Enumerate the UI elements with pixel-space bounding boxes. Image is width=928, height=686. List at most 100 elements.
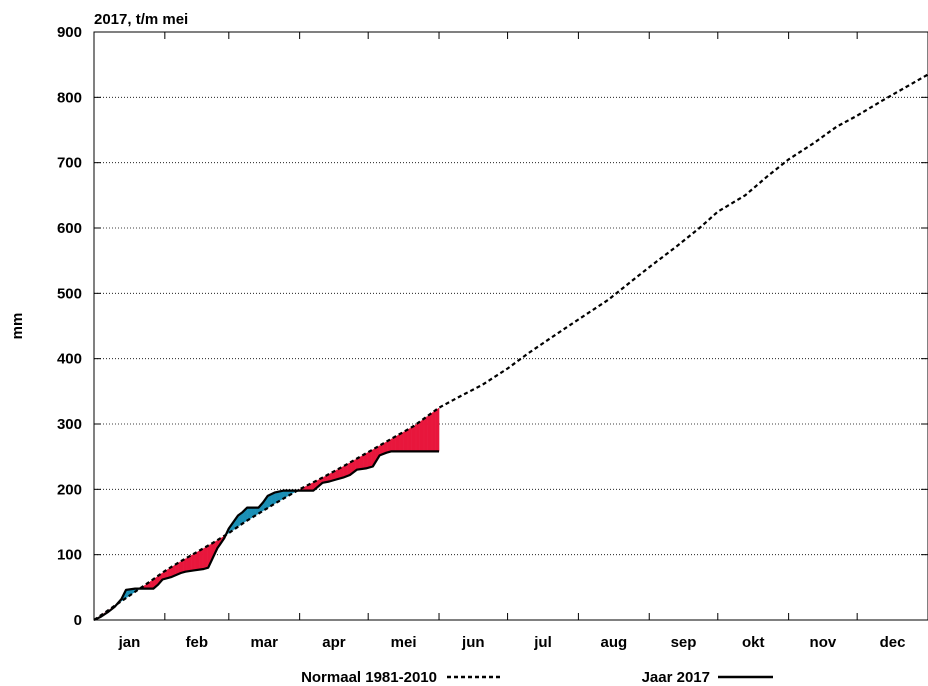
below-normal-fill	[402, 432, 404, 452]
below-normal-fill	[360, 456, 362, 470]
y-tick-label: 800	[57, 89, 82, 106]
above-normal-fill	[228, 527, 231, 533]
below-normal-fill	[187, 556, 190, 572]
above-normal-fill	[244, 509, 247, 522]
below-normal-fill	[308, 484, 311, 491]
below-normal-fill	[338, 468, 340, 479]
above-normal-fill	[130, 589, 133, 595]
above-normal-fill	[280, 491, 282, 501]
below-normal-fill	[201, 549, 203, 570]
below-normal-fill	[345, 464, 347, 477]
y-tick-label: 700	[57, 155, 82, 172]
above-normal-fill	[288, 490, 290, 496]
x-tick-label: mei	[391, 634, 417, 651]
grid-lines	[94, 96, 928, 556]
below-normal-fill	[404, 430, 407, 452]
below-normal-fill	[173, 565, 176, 576]
x-tick-label: nov	[810, 634, 837, 651]
below-normal-fill	[332, 471, 335, 481]
below-normal-fill	[371, 449, 374, 467]
below-normal-fill	[419, 421, 422, 452]
below-normal-fill	[380, 444, 383, 455]
above-normal-fill	[277, 491, 280, 502]
y-tick-label: 0	[74, 612, 82, 629]
below-normal-fill	[195, 552, 198, 571]
above-normal-fill	[252, 507, 255, 517]
below-normal-fill	[180, 560, 183, 573]
below-normal-fill	[423, 418, 425, 452]
above-normal-fill	[251, 507, 254, 518]
below-normal-fill	[210, 543, 212, 562]
above-normal-fill	[291, 490, 294, 494]
below-normal-fill	[183, 559, 185, 573]
below-normal-fill	[144, 585, 146, 589]
below-normal-fill	[433, 411, 435, 452]
above-normal-fill	[276, 491, 279, 503]
below-normal-fill	[434, 410, 436, 452]
below-normal-fill	[197, 551, 200, 570]
below-normal-fill	[373, 448, 376, 464]
above-normal-fill	[239, 514, 241, 526]
above-normal-fill	[247, 507, 249, 521]
above-normal-fill	[260, 504, 263, 512]
below-normal-fill	[337, 469, 339, 480]
below-normal-fill	[178, 562, 180, 574]
above-normal-fill	[261, 503, 264, 512]
y-axis-label: mm	[9, 313, 26, 340]
below-normal-fill	[365, 453, 368, 469]
below-normal-fill	[309, 483, 312, 491]
above-normal-fill	[229, 526, 232, 532]
x-axis: jan feb mar apr mei jun jul aug sep okt nov dec	[93, 32, 928, 651]
above-normal-fill	[289, 490, 291, 495]
below-normal-fill	[322, 477, 324, 483]
above-normal-fill	[257, 507, 259, 514]
below-normal-fill	[357, 457, 360, 470]
above-normal-fill	[233, 521, 235, 530]
above-normal-fill	[272, 493, 274, 505]
below-normal-fill	[391, 438, 393, 452]
series-line-2017	[93, 450, 439, 621]
series-lines	[93, 73, 928, 621]
below-normal-fill	[208, 545, 210, 567]
above-normal-fill	[259, 505, 262, 513]
below-normal-fill	[157, 575, 160, 585]
below-normal-fill	[143, 585, 145, 589]
below-normal-fill	[341, 466, 344, 478]
below-normal-fill	[169, 567, 171, 578]
below-normal-fill	[412, 426, 415, 452]
below-normal-fill	[317, 479, 320, 487]
below-normal-fill	[184, 558, 186, 572]
below-normal-fill	[321, 477, 323, 484]
below-normal-fill	[344, 465, 346, 477]
above-normal-fill	[292, 490, 295, 493]
below-normal-fill	[351, 461, 353, 474]
below-normal-fill	[314, 481, 316, 490]
below-normal-fill	[356, 458, 359, 470]
below-normal-fill	[361, 455, 363, 469]
above-normal-fill	[274, 492, 276, 504]
below-normal-fill	[204, 547, 207, 569]
below-normal-fill	[363, 454, 366, 469]
x-tick-label: apr	[322, 634, 346, 651]
y-tick-label: 500	[57, 285, 82, 302]
below-normal-fill	[193, 553, 195, 571]
below-normal-fill	[372, 449, 375, 466]
below-normal-fill	[216, 540, 218, 550]
below-normal-fill	[320, 478, 322, 485]
below-normal-fill	[329, 473, 331, 482]
above-normal-fill	[253, 507, 256, 517]
x-tick-label: sep	[671, 634, 697, 651]
below-normal-fill	[165, 569, 168, 579]
above-normal-fill	[266, 496, 268, 509]
below-normal-fill	[435, 409, 438, 452]
below-normal-fill	[427, 415, 430, 452]
below-normal-fill	[146, 583, 148, 589]
y-tick-label: 900	[57, 24, 82, 41]
below-normal-fill	[416, 423, 418, 452]
above-normal-fill	[282, 490, 284, 499]
below-normal-fill	[368, 451, 370, 468]
below-normal-fill	[352, 460, 354, 473]
y-tick-label: 400	[57, 351, 82, 368]
below-normal-fill	[152, 579, 154, 589]
below-normal-fill	[185, 558, 187, 572]
